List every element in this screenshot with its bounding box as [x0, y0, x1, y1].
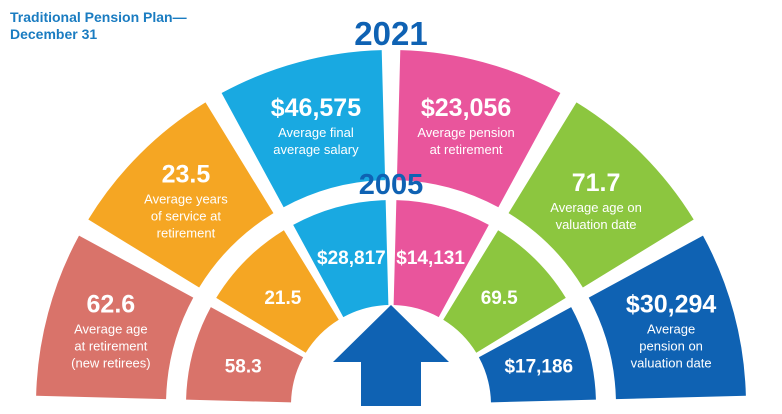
segment-2005-4: [443, 230, 566, 353]
desc-2021-1-0: Average years: [144, 191, 228, 206]
desc-2021-5-1: pension on: [639, 338, 703, 353]
value-2005-1: 21.5: [264, 288, 301, 309]
segment-2021-5: [588, 235, 746, 400]
value-2021-1: 23.5: [162, 160, 211, 188]
title-line-2: December 31: [10, 26, 98, 42]
segment-2005-2: [293, 200, 389, 318]
year-label-2005: 2005: [359, 169, 424, 201]
desc-2021-1-1: of service at: [151, 208, 221, 223]
value-2005-3: $14,131: [396, 248, 465, 269]
value-2021-2: $46,575: [271, 94, 361, 122]
desc-2021-5-0: Average: [647, 321, 695, 336]
chart-title: Traditional Pension Plan— December 31: [10, 9, 187, 43]
desc-2021-5-2: valuation date: [631, 355, 712, 370]
value-2005-0: 58.3: [225, 356, 262, 377]
value-2005-2: $28,817: [317, 248, 386, 269]
segment-2021-4: [508, 102, 694, 288]
year-label-2021: 2021: [354, 15, 427, 52]
desc-2021-4-0: Average age on: [550, 200, 642, 215]
desc-2021-1-2: retirement: [157, 225, 216, 240]
value-2021-5: $30,294: [626, 290, 716, 318]
desc-2021-4-1: valuation date: [556, 217, 637, 232]
segment-2021-1: [88, 102, 274, 288]
value-2005-4: 69.5: [481, 288, 518, 309]
desc-2021-0-1: at retirement: [74, 338, 147, 353]
segment-2005-1: [216, 230, 339, 353]
title-line-1: Traditional Pension Plan—: [10, 9, 187, 25]
desc-2021-3-1: at retirement: [430, 142, 503, 157]
value-2005-5: $17,186: [504, 356, 573, 377]
segment-2021-3: [396, 50, 561, 208]
desc-2021-2-0: Average final: [278, 125, 354, 140]
segment-2005-3: [393, 200, 489, 318]
desc-2021-3-0: Average pension: [417, 125, 514, 140]
value-2021-3: $23,056: [421, 94, 511, 122]
desc-2021-0-0: Average age: [74, 321, 148, 336]
up-arrow-icon: [333, 305, 449, 406]
value-2021-0: 62.6: [87, 290, 136, 318]
desc-2021-0-2: (new retirees): [71, 355, 150, 370]
segment-2005-5: [478, 307, 596, 403]
value-2021-4: 71.7: [572, 169, 621, 197]
desc-2021-2-1: average salary: [273, 142, 359, 157]
segment-2021-0: [36, 235, 194, 400]
segment-2021-2: [221, 50, 386, 208]
segment-2005-0: [186, 307, 304, 403]
